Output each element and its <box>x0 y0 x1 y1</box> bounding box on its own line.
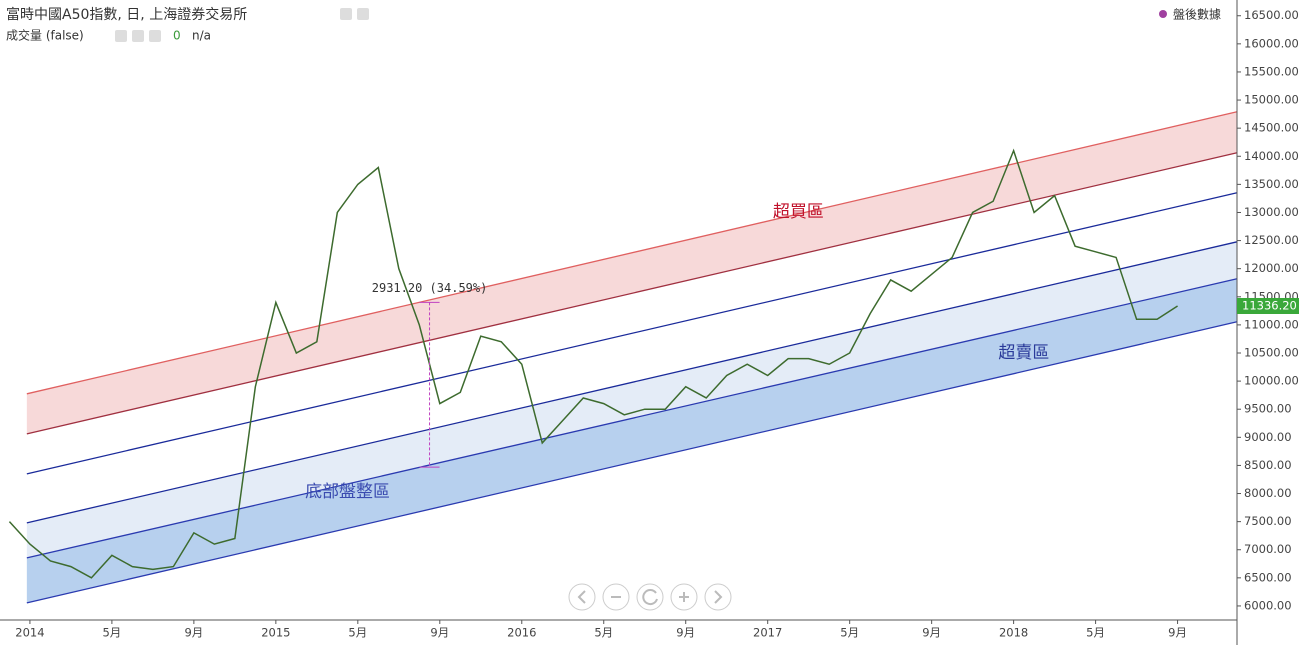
title: 富時中國A50指數, 日, 上海證券交易所 <box>6 6 247 23</box>
y-tick-label: 10500.00 <box>1244 346 1299 360</box>
y-tick-label: 9500.00 <box>1244 402 1292 416</box>
icon[interactable] <box>115 30 127 42</box>
last-price-box <box>1237 297 1299 314</box>
channel-line <box>26 152 1238 435</box>
x-tick-label: 9月 <box>676 626 695 640</box>
zoom-controls <box>568 583 732 611</box>
last-price-label: 11336.20 <box>1242 298 1297 312</box>
measure-label: 2931.20 (34.59%) <box>372 281 488 295</box>
x-tick-label: 5月 <box>840 626 859 640</box>
channel-band <box>26 278 1237 603</box>
y-tick-label: 12000.00 <box>1244 261 1299 275</box>
x-tick-label: 5月 <box>348 626 367 640</box>
header-icons <box>115 8 369 42</box>
y-tick-label: 10000.00 <box>1244 374 1299 388</box>
x-tick-label: 9月 <box>430 626 449 640</box>
y-tick-label: 14000.00 <box>1244 149 1299 163</box>
annotation: 超買區 <box>773 202 824 222</box>
annotation: 超賣區 <box>998 343 1049 363</box>
channel-line <box>26 192 1238 475</box>
icon[interactable] <box>340 8 352 20</box>
y-tick-label: 8500.00 <box>1244 458 1292 472</box>
x-tick-label: 9月 <box>184 626 203 640</box>
channel-line <box>26 111 1238 395</box>
x-tick-label: 5月 <box>594 626 613 640</box>
channel-band <box>26 241 1237 558</box>
scroll-left[interactable] <box>568 583 596 611</box>
y-tick-label: 15500.00 <box>1244 64 1299 78</box>
channel-line <box>26 278 1238 559</box>
channel-band <box>26 111 1237 434</box>
channel-line <box>26 321 1238 604</box>
x-tick-label: 5月 <box>102 626 121 640</box>
x-tick-label: 9月 <box>1168 626 1187 640</box>
after-hours-dot <box>1159 10 1167 18</box>
y-tick-label: 14500.00 <box>1244 121 1299 135</box>
volume-value: 0 <box>173 29 181 43</box>
x-tick-label: 2018 <box>999 626 1028 640</box>
icon[interactable] <box>132 30 144 42</box>
y-tick-label: 15000.00 <box>1244 93 1299 107</box>
y-tick-label: 12500.00 <box>1244 233 1299 247</box>
icon[interactable] <box>357 8 369 20</box>
y-tick-label: 8000.00 <box>1244 486 1292 500</box>
y-tick-label: 9000.00 <box>1244 430 1292 444</box>
y-tick-label: 13000.00 <box>1244 205 1299 219</box>
x-tick-label: 2014 <box>15 626 44 640</box>
x-tick-label: 2017 <box>753 626 782 640</box>
header-bg <box>0 2 560 46</box>
icon[interactable] <box>149 30 161 42</box>
x-tick-label: 2016 <box>507 626 536 640</box>
y-tick-label: 6000.00 <box>1244 598 1292 612</box>
after-hours: 盤後數據 <box>1173 8 1221 22</box>
y-tick-label: 16500.00 <box>1244 8 1299 22</box>
annotation: 底部盤整區 <box>305 482 390 502</box>
channel-line <box>26 241 1238 524</box>
volume-label: 成交量 (false) <box>6 28 84 43</box>
volume-extra: n/a <box>192 29 211 43</box>
y-tick-label: 7500.00 <box>1244 514 1292 528</box>
x-tick-label: 2015 <box>261 626 290 640</box>
x-tick-label: 9月 <box>922 626 941 640</box>
y-tick-label: 16000.00 <box>1244 36 1299 50</box>
y-tick-label: 11000.00 <box>1244 317 1299 331</box>
x-tick-label: 5月 <box>1086 626 1105 640</box>
price-line <box>8 148 1178 579</box>
y-tick-label: 6500.00 <box>1244 570 1292 584</box>
y-tick-label: 7000.00 <box>1244 542 1292 556</box>
y-tick-label: 13500.00 <box>1244 177 1299 191</box>
zoom-icons <box>577 589 723 606</box>
reset[interactable] <box>636 583 664 611</box>
scroll-right[interactable] <box>704 583 732 611</box>
